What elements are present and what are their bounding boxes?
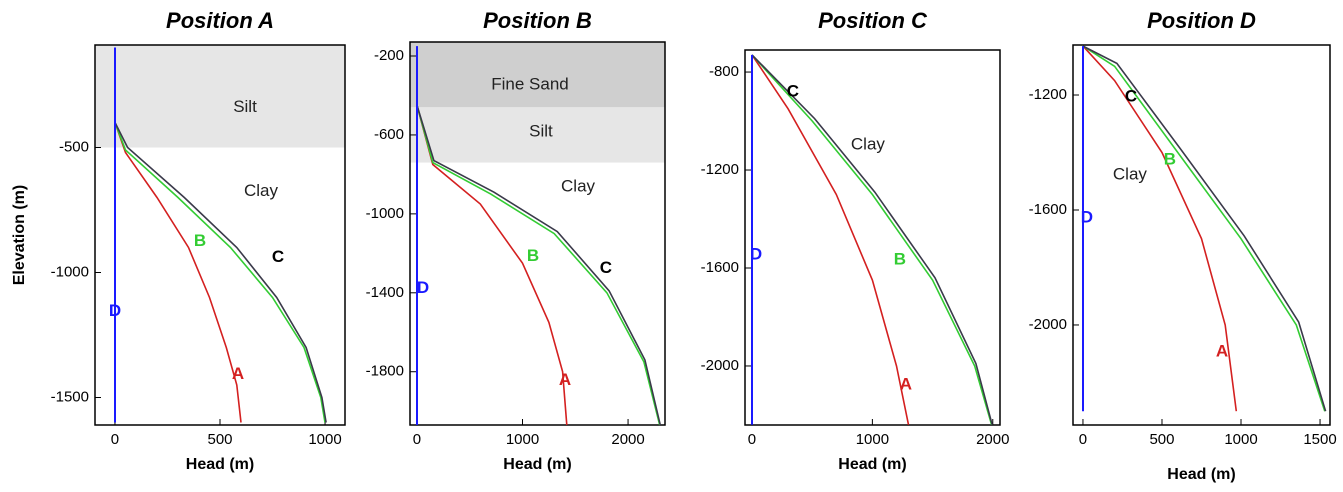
series-line xyxy=(114,122,326,423)
series-label: A xyxy=(900,375,912,394)
y-tick-label: -1600 xyxy=(701,259,739,276)
y-tick-label: -500 xyxy=(59,138,89,155)
y-axis-label: Elevation (m) xyxy=(11,185,28,285)
panel: Clay 0 1000 2000 -800 -1200 -1600 -2000 A B C D Posi… xyxy=(701,8,1010,473)
annotation: Clay xyxy=(244,181,279,200)
series-label: A xyxy=(559,370,571,389)
x-axis-label: Head (m) xyxy=(1167,466,1235,483)
series-line xyxy=(416,105,661,426)
panel: Clay 0 500 1000 1500 -1200 -1600 -2000 A B C D Posit… xyxy=(1029,8,1337,483)
x-tick-label: 1000 xyxy=(1224,431,1257,448)
series-label: D xyxy=(750,244,762,263)
series-label: D xyxy=(109,301,121,320)
series-label: A xyxy=(1216,341,1228,360)
chart-title: Position B xyxy=(483,8,592,33)
series-line xyxy=(416,105,568,426)
y-tick-label: -800 xyxy=(709,63,739,80)
y-tick-label: -1800 xyxy=(366,363,404,380)
series-line xyxy=(114,122,242,423)
series-label: B xyxy=(894,249,906,268)
y-tick-label: -1000 xyxy=(51,263,89,280)
x-tick-label: 500 xyxy=(1149,431,1174,448)
x-tick-label: 0 xyxy=(111,431,119,448)
x-tick-label: 1000 xyxy=(856,431,889,448)
x-tick-label: 2000 xyxy=(611,431,644,448)
x-tick-label: 0 xyxy=(748,431,756,448)
series-line xyxy=(114,122,327,423)
series-label: D xyxy=(1081,208,1093,227)
panel: Fine Sand Silt Clay 0 1000 2000 -200 -600 -1000 -… xyxy=(366,8,666,473)
y-tick-label: -1000 xyxy=(366,205,404,222)
series-label: B xyxy=(194,231,206,250)
series-label: B xyxy=(1164,149,1176,168)
series-label: C xyxy=(272,247,284,266)
layer-band xyxy=(410,107,665,163)
x-axis-label: Head (m) xyxy=(838,456,906,473)
layer-label: Silt xyxy=(529,122,553,141)
annotation: Clay xyxy=(561,177,596,196)
series-label: C xyxy=(1125,87,1137,106)
series-label: C xyxy=(787,82,799,101)
y-tick-label: -1400 xyxy=(366,284,404,301)
y-tick-label: -1600 xyxy=(1029,201,1067,218)
x-tick-label: 1000 xyxy=(506,431,539,448)
x-axis-label: Head (m) xyxy=(503,456,571,473)
series-label: A xyxy=(232,364,244,383)
series-line xyxy=(1082,45,1327,412)
layer-band xyxy=(410,42,665,108)
y-tick-label: -1200 xyxy=(1029,86,1067,103)
series-line xyxy=(751,54,910,425)
x-axis-label: Head (m) xyxy=(186,456,254,473)
series-line xyxy=(1082,45,1238,412)
chart-title: Position C xyxy=(818,8,928,33)
x-tick-label: 1000 xyxy=(308,431,341,448)
x-tick-label: 0 xyxy=(413,431,421,448)
chart-title: Position D xyxy=(1147,8,1256,33)
y-tick-label: -1500 xyxy=(51,388,89,405)
plot-frame xyxy=(744,49,1001,426)
series-line xyxy=(1082,45,1326,412)
plot-frame xyxy=(409,41,666,426)
plot-frame xyxy=(1072,44,1331,426)
panel: Silt Clay 0 500 1000 -500 -1000 -1500 A B C D Positi… xyxy=(11,8,346,473)
x-tick-label: 500 xyxy=(207,431,232,448)
annotation: Clay xyxy=(1113,164,1148,183)
series-line xyxy=(751,54,993,426)
x-tick-label: 0 xyxy=(1079,431,1087,448)
y-tick-label: -1200 xyxy=(701,161,739,178)
layer-band xyxy=(95,45,345,148)
y-tick-label: -2000 xyxy=(1029,316,1067,333)
series-label: D xyxy=(417,278,429,297)
chart-title: Position A xyxy=(166,8,274,33)
series-line xyxy=(416,105,662,426)
x-tick-label: 1500 xyxy=(1303,431,1336,448)
series-line xyxy=(751,54,993,426)
series-label: B xyxy=(527,246,539,265)
annotation: Clay xyxy=(851,135,886,154)
y-tick-label: -200 xyxy=(374,47,404,64)
series-label: C xyxy=(600,258,612,277)
layer-label: Fine Sand xyxy=(491,75,569,94)
x-tick-label: 2000 xyxy=(976,431,1009,448)
layer-label: Silt xyxy=(233,97,257,116)
y-tick-label: -600 xyxy=(374,126,404,143)
y-tick-label: -2000 xyxy=(701,357,739,374)
